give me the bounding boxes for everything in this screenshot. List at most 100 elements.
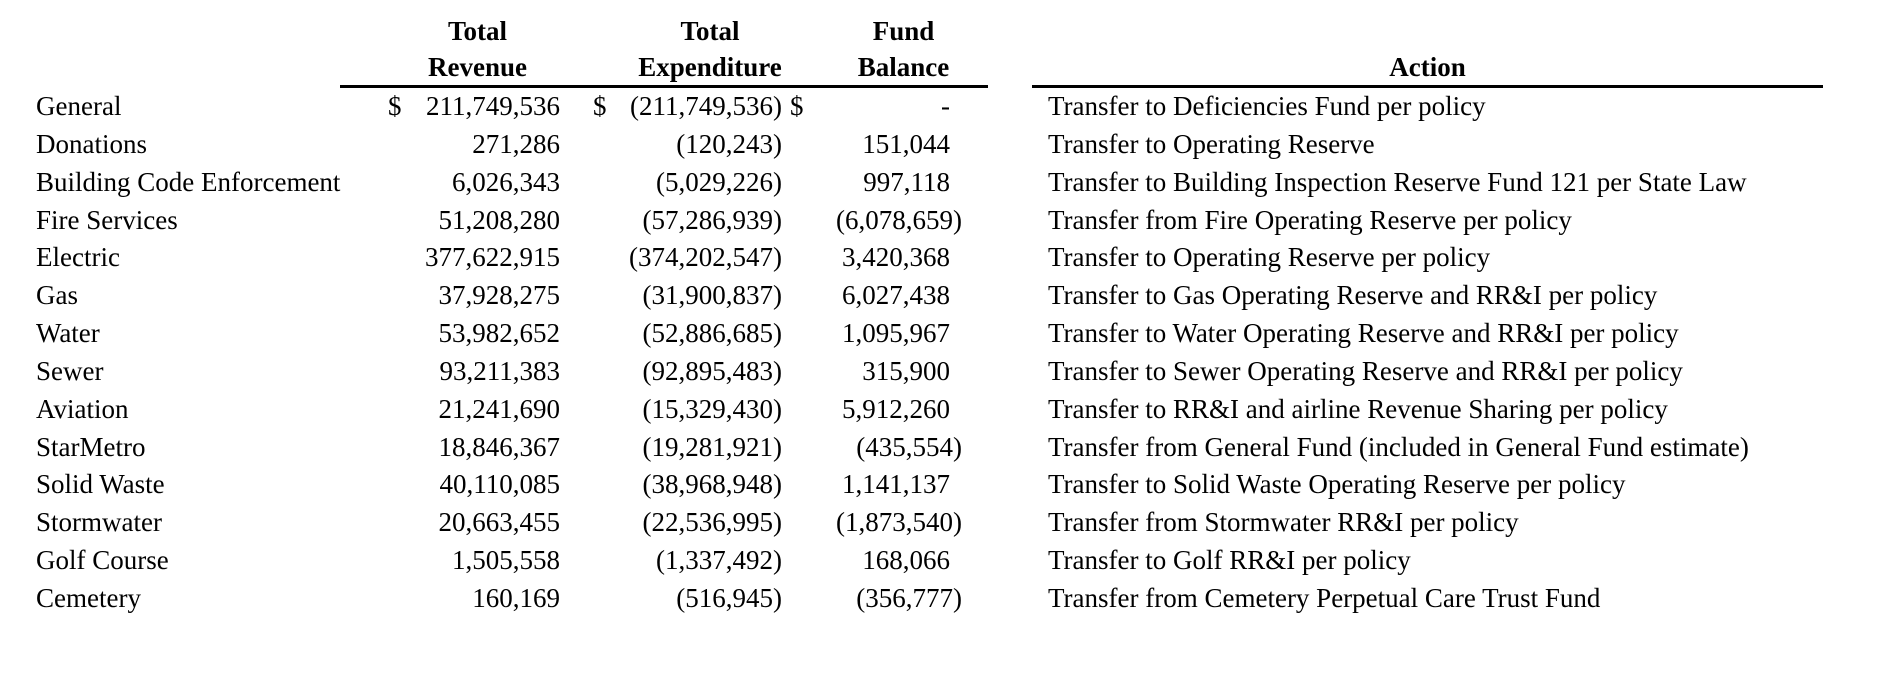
total-expenditure-cell: (374,202,547) bbox=[575, 239, 785, 277]
column-gap bbox=[988, 580, 1032, 618]
fund-name-cell: Fire Services bbox=[36, 204, 178, 235]
table-row: General $211,749,536 $ (211,749,536) $ - T… bbox=[0, 88, 1891, 126]
revenue-value: 51,208,280 bbox=[438, 204, 561, 235]
column-gap bbox=[988, 88, 1032, 126]
total-revenue-cell: 1,505,558 bbox=[340, 542, 575, 580]
column-header-line: Expenditure bbox=[638, 52, 782, 82]
action-cell: Transfer to Golf RR&I per policy bbox=[1048, 545, 1411, 576]
column-gap bbox=[988, 239, 1032, 277]
fund-balance-cell: 1,095,967 bbox=[785, 315, 988, 353]
expenditure-value: (31,900,837) bbox=[642, 280, 782, 311]
table-header: Total Revenue Total Expenditure Fund Bal… bbox=[0, 0, 1891, 88]
fund-balance-cell: 5,912,260 bbox=[785, 391, 988, 429]
fund-name-cell: Building Code Enforcement bbox=[36, 166, 341, 197]
fund-balance-cell: (6,078,659) bbox=[785, 202, 988, 240]
expenditure-value: (211,749,536) bbox=[630, 91, 782, 121]
column-gap bbox=[988, 315, 1032, 353]
total-expenditure-cell: (57,286,939) bbox=[575, 202, 785, 240]
column-gap bbox=[988, 429, 1032, 467]
balance-value: (435,554) bbox=[856, 431, 962, 462]
total-revenue-cell: $211,749,536 bbox=[340, 88, 575, 126]
total-revenue-cell: 93,211,383 bbox=[340, 353, 575, 391]
fund-name-cell: Electric bbox=[36, 242, 120, 273]
column-header-line: Balance bbox=[857, 52, 950, 82]
total-expenditure-cell: (120,243) bbox=[575, 126, 785, 164]
fund-name-cell: Donations bbox=[36, 128, 147, 159]
column-header-line: Total bbox=[447, 16, 508, 46]
expenditure-value: (1,337,492) bbox=[656, 545, 782, 576]
expenditure-value: (52,886,685) bbox=[642, 318, 782, 349]
column-header-action: Action bbox=[1032, 13, 1823, 88]
balance-value: 997,118 bbox=[863, 166, 950, 197]
balance-value: 151,044 bbox=[862, 128, 950, 159]
balance-value: 1,141,137 bbox=[842, 469, 950, 500]
action-cell: Transfer to Solid Waste Operating Reserv… bbox=[1048, 469, 1626, 500]
fund-name-cell: General bbox=[36, 91, 122, 121]
total-revenue-cell: 18,846,367 bbox=[340, 429, 575, 467]
total-revenue-cell: 6,026,343 bbox=[340, 164, 575, 202]
expenditure-value: (22,536,995) bbox=[642, 507, 782, 538]
action-cell: Transfer from Stormwater RR&I per policy bbox=[1048, 507, 1519, 538]
column-gap bbox=[988, 164, 1032, 202]
fund-balance-cell: (356,777) bbox=[785, 580, 988, 618]
expenditure-value: (120,243) bbox=[676, 128, 782, 159]
table-row: Golf Course 1,505,558 (1,337,492) 168,06… bbox=[0, 542, 1891, 580]
action-cell: Transfer to Water Operating Reserve and … bbox=[1048, 318, 1679, 349]
fund-name-cell: Gas bbox=[36, 280, 78, 311]
fund-balance-cell: 315,900 bbox=[785, 353, 988, 391]
column-header-total-expenditure: Total Expenditure bbox=[575, 13, 785, 85]
total-expenditure-cell: (15,329,430) bbox=[575, 391, 785, 429]
column-header-line: Total bbox=[680, 16, 740, 46]
total-expenditure-cell: (38,968,948) bbox=[575, 466, 785, 504]
total-revenue-cell: 20,663,455 bbox=[340, 504, 575, 542]
action-cell: Transfer to Operating Reserve per policy bbox=[1048, 242, 1491, 273]
column-header-line: Revenue bbox=[428, 52, 527, 82]
balance-value: (356,777) bbox=[856, 582, 962, 613]
action-cell: Transfer to Operating Reserve bbox=[1048, 128, 1375, 159]
total-expenditure-cell: $ (211,749,536) bbox=[575, 88, 785, 126]
action-cell: Transfer to Deficiencies Fund per policy bbox=[1048, 91, 1486, 121]
fund-name-cell: Cemetery bbox=[36, 582, 141, 613]
revenue-value: 160,169 bbox=[472, 582, 560, 613]
total-expenditure-cell: (52,886,685) bbox=[575, 315, 785, 353]
column-gap bbox=[988, 13, 1032, 88]
table-row: Sewer 93,211,383 (92,895,483) 315,900 Tr… bbox=[0, 353, 1891, 391]
total-revenue-cell: 271,286 bbox=[340, 126, 575, 164]
fund-name-cell: StarMetro bbox=[36, 431, 146, 462]
expenditure-value: (5,029,226) bbox=[656, 166, 782, 197]
action-cell: Transfer to Sewer Operating Reserve and … bbox=[1048, 355, 1683, 386]
fund-name-cell: Stormwater bbox=[36, 507, 162, 538]
expenditure-value: (374,202,547) bbox=[629, 242, 782, 273]
column-header-line: Fund bbox=[872, 16, 935, 46]
fund-name-cell: Solid Waste bbox=[36, 469, 165, 500]
fund-name-cell: Water bbox=[36, 318, 100, 349]
column-header-fund-name bbox=[0, 13, 340, 88]
revenue-value: 211,749,536 bbox=[426, 91, 560, 121]
total-expenditure-cell: (516,945) bbox=[575, 580, 785, 618]
fund-balance-cell: (1,873,540) bbox=[785, 504, 988, 542]
table-row: Electric 377,622,915 (374,202,547) 3,420… bbox=[0, 239, 1891, 277]
action-cell: Transfer to Gas Operating Reserve and RR… bbox=[1048, 280, 1658, 311]
currency-symbol: $ bbox=[388, 91, 402, 121]
fund-balance-cell: 168,066 bbox=[785, 542, 988, 580]
fund-name-cell: Golf Course bbox=[36, 545, 169, 576]
fund-name-cell: Sewer bbox=[36, 355, 104, 386]
revenue-value: 20,663,455 bbox=[438, 507, 561, 538]
expenditure-value: (19,281,921) bbox=[642, 431, 782, 462]
revenue-value: 93,211,383 bbox=[439, 355, 561, 386]
expenditure-value: (516,945) bbox=[676, 582, 782, 613]
balance-value: 315,900 bbox=[862, 355, 950, 386]
table-row: Donations 271,286 (120,243) 151,044 Tran… bbox=[0, 126, 1891, 164]
expenditure-value: (38,968,948) bbox=[642, 469, 782, 500]
total-revenue-cell: 53,982,652 bbox=[340, 315, 575, 353]
balance-value: 3,420,368 bbox=[842, 242, 950, 273]
column-header-fund-balance: Fund Balance bbox=[785, 13, 988, 85]
revenue-value: 53,982,652 bbox=[438, 318, 561, 349]
balance-value: 1,095,967 bbox=[842, 318, 950, 349]
table-row: Gas 37,928,275 (31,900,837) 6,027,438 Tr… bbox=[0, 277, 1891, 315]
fund-name-cell: Aviation bbox=[36, 393, 129, 424]
total-revenue-cell: 40,110,085 bbox=[340, 466, 575, 504]
column-gap bbox=[988, 542, 1032, 580]
table-row: Stormwater 20,663,455 (22,536,995) (1,87… bbox=[0, 504, 1891, 542]
